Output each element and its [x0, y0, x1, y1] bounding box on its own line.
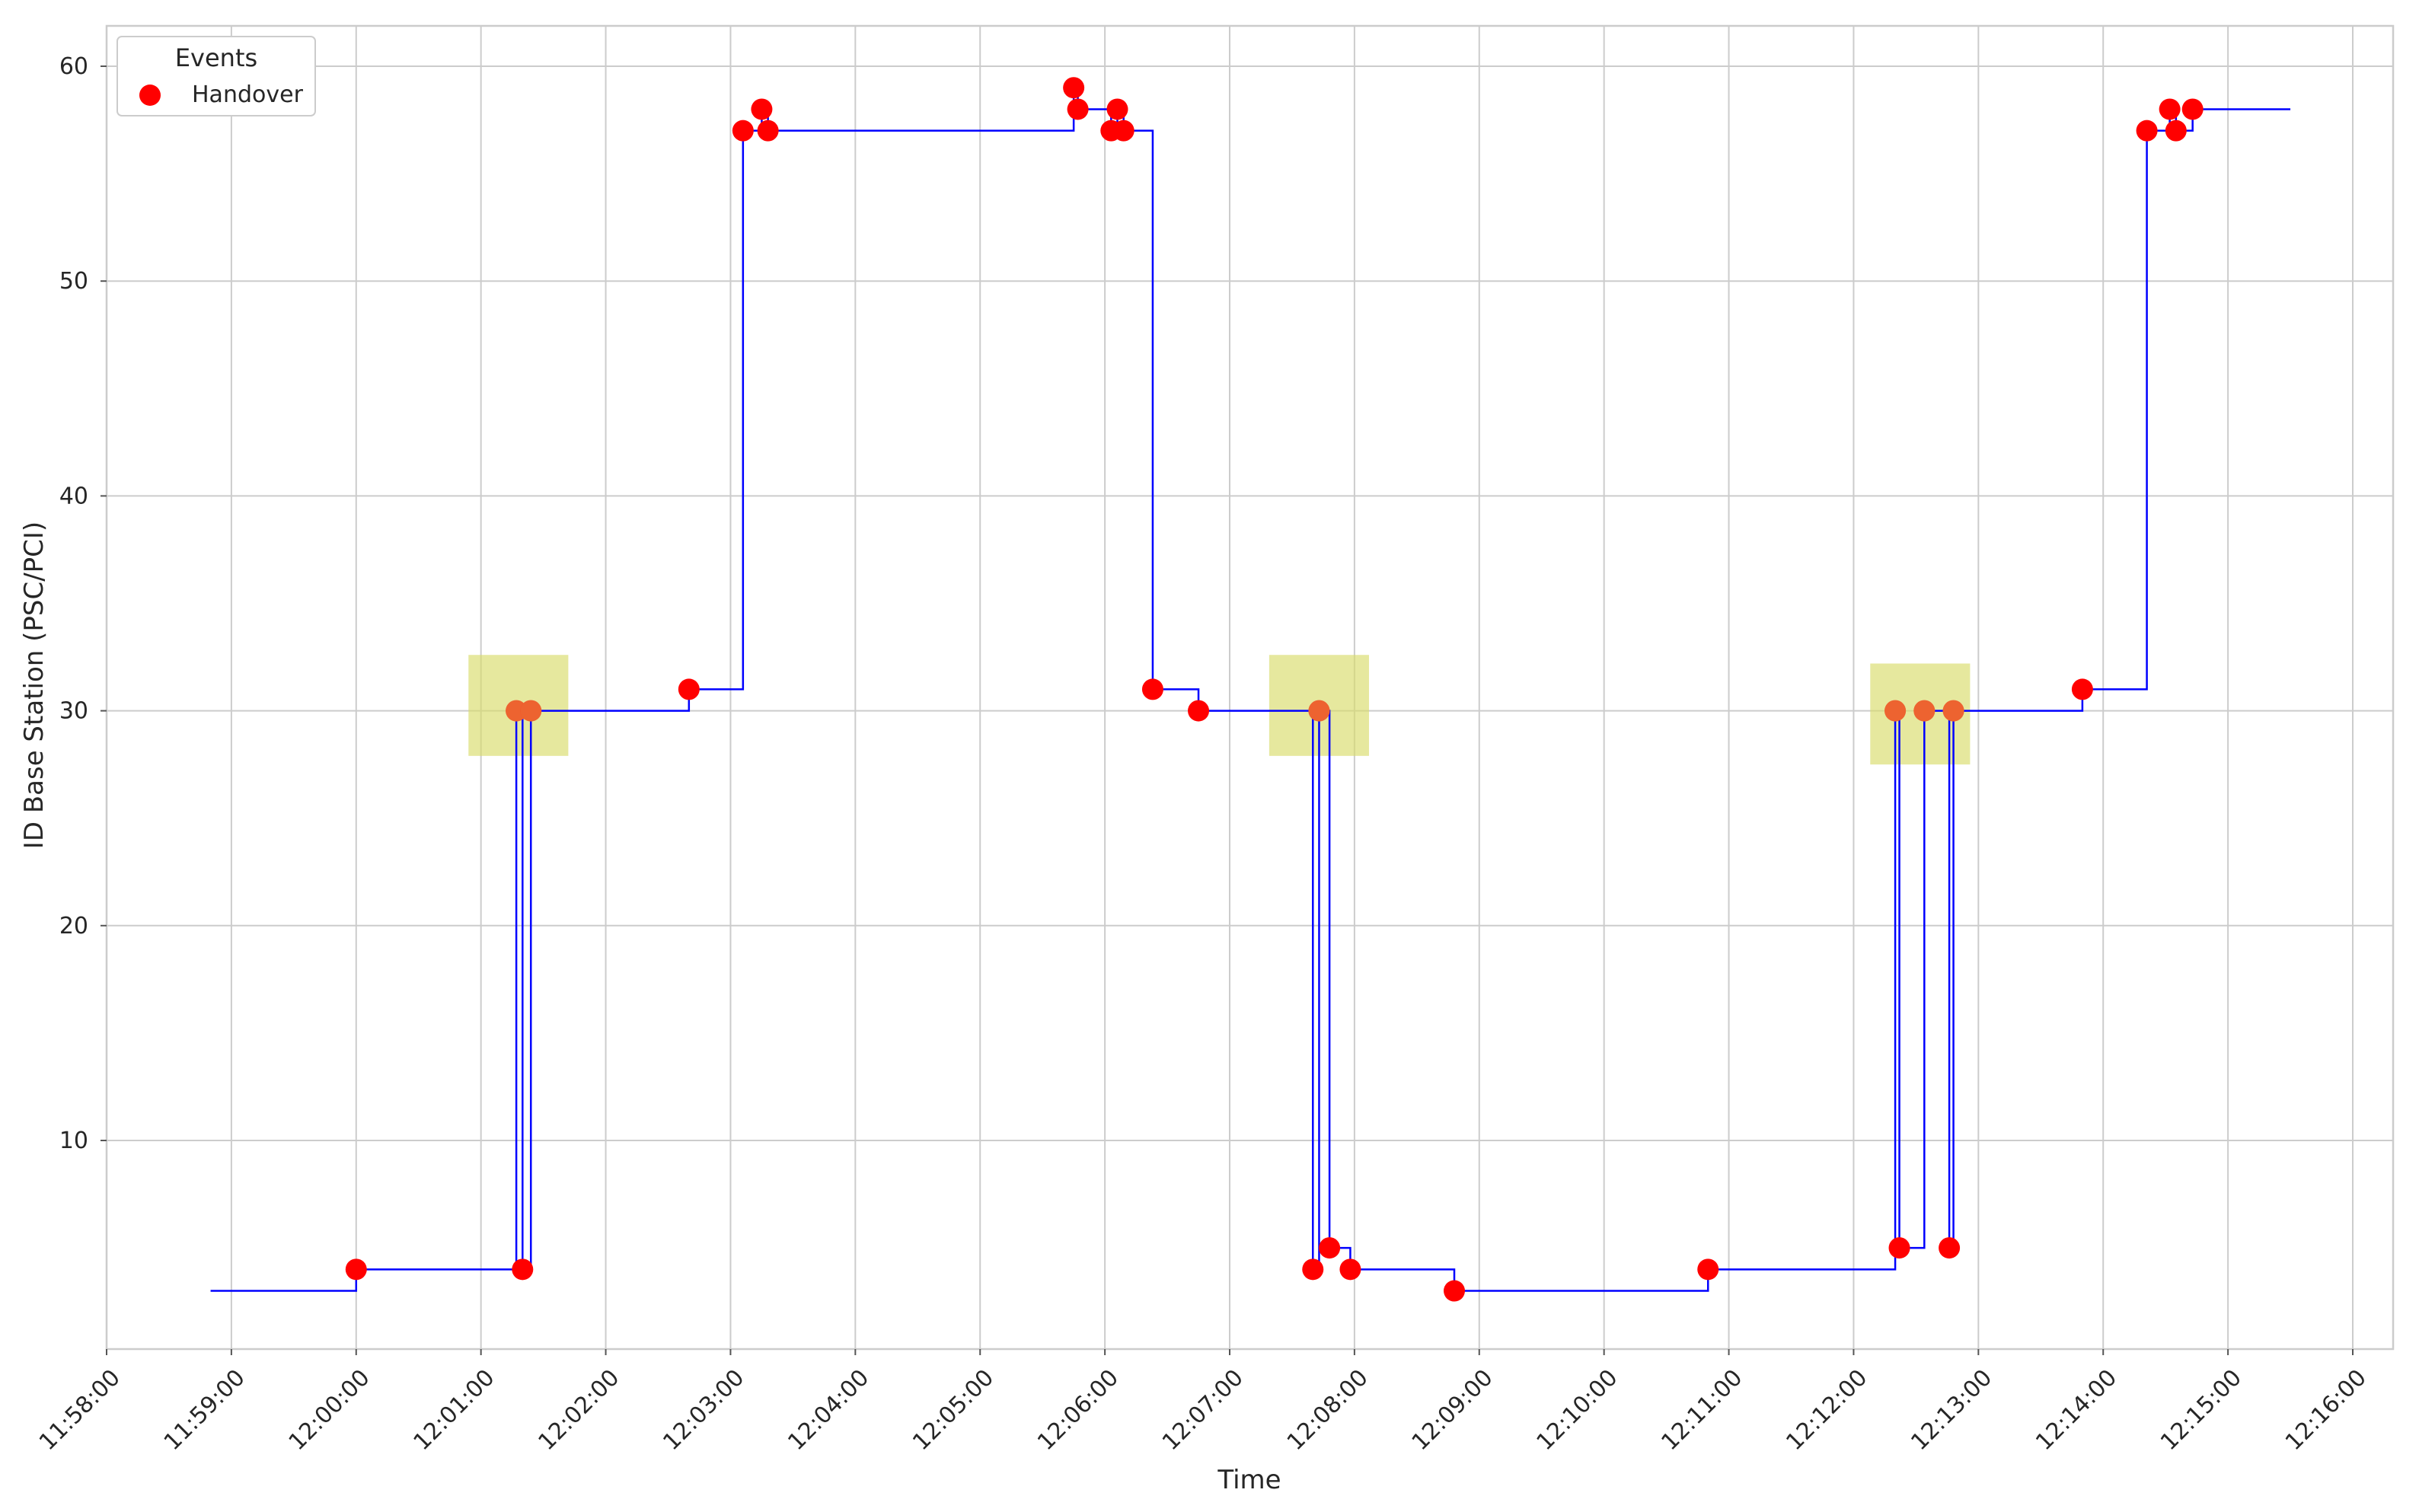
handover-point	[345, 1258, 367, 1281]
handover-point	[520, 700, 542, 722]
handover-point	[2165, 120, 2187, 142]
handover-point	[1063, 77, 1085, 99]
y-tick-label: 20	[59, 913, 88, 939]
series-line	[210, 86, 2291, 1292]
handover-point	[1302, 1258, 1324, 1281]
handover-point	[2159, 98, 2181, 120]
y-tick-label: 40	[59, 483, 88, 509]
handover-point	[1308, 700, 1330, 722]
legend-box	[116, 36, 316, 116]
handover-point	[1141, 678, 1163, 700]
handover-point-overlay	[1913, 700, 1936, 722]
step-line	[210, 86, 2291, 1292]
handover-point-overlay	[520, 700, 542, 722]
handover-point	[751, 98, 773, 120]
handover-point	[757, 120, 779, 142]
handover-point	[1939, 1237, 1961, 1259]
handover-point	[1319, 1237, 1341, 1259]
x-axis-title: Time	[1217, 1465, 1281, 1495]
handover-point	[1913, 700, 1936, 722]
y-tick-label: 10	[59, 1128, 88, 1154]
legend-title: Events	[175, 43, 257, 72]
handover-point	[1188, 700, 1210, 722]
handover-point	[1942, 700, 1964, 722]
legend-marker-handover	[139, 85, 161, 106]
plot-border	[105, 24, 2395, 1351]
y-tick-label: 50	[59, 268, 88, 295]
handover-point-overlay	[1308, 700, 1330, 722]
handover-point-overlay	[1942, 700, 1964, 722]
handover-point-overlay	[1884, 700, 1907, 722]
y-axis-ticks: 10 20 30 40 50 60	[59, 53, 107, 1154]
handover-point	[678, 678, 700, 700]
handover-point	[1106, 98, 1128, 120]
y-tick-label: 60	[59, 53, 88, 80]
handover-point	[512, 1258, 534, 1281]
y-axis-title: ID Base Station (PSC/PCI)	[19, 522, 49, 849]
handover-point	[1697, 1258, 1719, 1281]
handover-point	[1339, 1258, 1361, 1281]
handover-point	[2181, 98, 2204, 120]
handover-point	[1884, 700, 1907, 722]
handover-point	[732, 120, 754, 142]
y-tick-label: 30	[59, 698, 88, 725]
handover-point	[1444, 1280, 1465, 1302]
handover-point	[2071, 678, 2093, 700]
handover-point	[1067, 98, 1089, 120]
legend-label-handover: Handover	[192, 81, 304, 108]
plot-frame	[105, 24, 2395, 1351]
handover-points	[345, 77, 2204, 1302]
handover-point	[2136, 120, 2158, 142]
handover-point	[1888, 1237, 1910, 1259]
legend: Events Handover	[116, 36, 316, 116]
handover-point	[1112, 120, 1135, 142]
